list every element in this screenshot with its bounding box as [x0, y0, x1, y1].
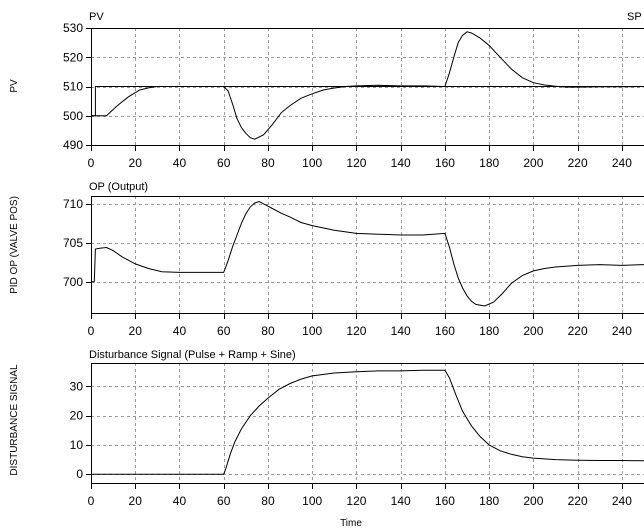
- panel-2-frame: [91, 196, 644, 314]
- panel-3-ytick-label-1: 10: [70, 438, 84, 452]
- panel-1-plot: 0 20 40 60 80 100 120 140 160 180 200 220 240 490 500 5…: [63, 21, 644, 170]
- panel-1-ytick-label-4: 530: [63, 21, 83, 35]
- panel-2-xtick-label-7: 140: [391, 324, 411, 338]
- panel-2-plot: 0 20 40 60 80 100 120 140 160 180 200 220 240 700 705 7…: [63, 196, 644, 338]
- panel-3-xtick-label-1: 20: [129, 494, 143, 508]
- panel-2-ytick-label-1: 705: [63, 236, 83, 250]
- panel-2-ylabel: PID OP (VALVE POS): [9, 196, 20, 294]
- panel-3-xtick-label-8: 160: [435, 494, 455, 508]
- panel-3-xtick-label-4: 80: [261, 494, 275, 508]
- panel-1-series-sp: [91, 86, 644, 117]
- panel-1-xtick-label-11: 220: [568, 156, 588, 170]
- panel-2-xtick-label-10: 200: [523, 324, 543, 338]
- panel-1-xtick-label-6: 120: [346, 156, 366, 170]
- panel-2-title: OP (Output): [89, 181, 148, 193]
- panel-2-xtick-label-2: 40: [173, 324, 187, 338]
- panel-1-ytick-label-2: 510: [63, 80, 83, 94]
- panel-1-xtick-label-2: 40: [173, 156, 187, 170]
- panel-3-ytick-label-2: 20: [70, 409, 84, 423]
- panel-2-xtick-label-12: 240: [612, 324, 632, 338]
- panel-3-title: Disturbance Signal (Pulse + Ramp + Sine): [89, 349, 296, 361]
- panel-3-xtick-label-2: 40: [173, 494, 187, 508]
- panel-3-xtick-label-5: 100: [302, 494, 322, 508]
- panel-3-xtick-label-10: 200: [523, 494, 543, 508]
- panel-1-frame: [91, 28, 644, 146]
- panel-3-xtick-label-9: 180: [479, 494, 499, 508]
- panel-1-xtick-label-1: 20: [129, 156, 143, 170]
- panel-1-xtick-label-4: 80: [261, 156, 275, 170]
- panel-3-frame: [91, 363, 644, 484]
- panel-1-title-right: SP: [627, 11, 642, 23]
- panel-2-xtick-label-0: 0: [88, 324, 95, 338]
- panel-3-xtick-label-0: 0: [88, 494, 95, 508]
- panel-3-xtick-label-6: 120: [346, 494, 366, 508]
- panel-1-xtick-label-8: 160: [435, 156, 455, 170]
- panel-1-ytick-label-1: 500: [63, 109, 83, 123]
- panel-3-xtick-label-7: 140: [391, 494, 411, 508]
- panel-2-xtick-label-6: 120: [346, 324, 366, 338]
- panel-3-plot: 0 20 40 60 80 100 120 140 160 180 200 220 240 0 10 20 30: [70, 363, 644, 508]
- panel-2-xtick-label-3: 60: [217, 324, 231, 338]
- panel-3-xtick-label-3: 60: [217, 494, 231, 508]
- panel-2-ytick-label-0: 700: [63, 275, 83, 289]
- panel-1-ytick-label-3: 520: [63, 50, 83, 64]
- panel-1-xtick-label-10: 200: [523, 156, 543, 170]
- panel-1-xtick-label-0: 0: [88, 156, 95, 170]
- panel-3-ytick-label-3: 30: [70, 379, 84, 393]
- panel-2-xtick-label-1: 20: [129, 324, 143, 338]
- panel-1-xtick-label-7: 140: [391, 156, 411, 170]
- panel-1-xtick-label-12: 240: [612, 156, 632, 170]
- panel-2-xtick-label-8: 160: [435, 324, 455, 338]
- panel-1-series-pv: [91, 31, 644, 140]
- panel-1-xtick-label-5: 100: [302, 156, 322, 170]
- x-axis-title: Time: [340, 518, 362, 529]
- panel-2-xtick-label-9: 180: [479, 324, 499, 338]
- panel-3-xtick-label-11: 220: [568, 494, 588, 508]
- panel-3-ylabel: DISTURBANCE SIGNAL: [9, 364, 20, 476]
- panel-1-xtick-label-3: 60: [217, 156, 231, 170]
- panel-2-xtick-label-11: 220: [568, 324, 588, 338]
- panel-3-series-disturbance: [91, 369, 644, 475]
- panel-1-ytick-label-0: 490: [63, 138, 83, 152]
- panel-1-xtick-label-9: 180: [479, 156, 499, 170]
- panel-2-series-op: [91, 200, 644, 307]
- panel-2-xtick-label-4: 80: [261, 324, 275, 338]
- panel-2-ytick-label-2: 710: [63, 197, 83, 211]
- panel-3-xtick-label-12: 240: [612, 494, 632, 508]
- panel-3-ytick-label-0: 0: [76, 467, 83, 481]
- panel-2-xtick-label-5: 100: [302, 324, 322, 338]
- panel-1-title: PV: [89, 11, 104, 23]
- panel-1-ylabel: PV: [9, 79, 20, 93]
